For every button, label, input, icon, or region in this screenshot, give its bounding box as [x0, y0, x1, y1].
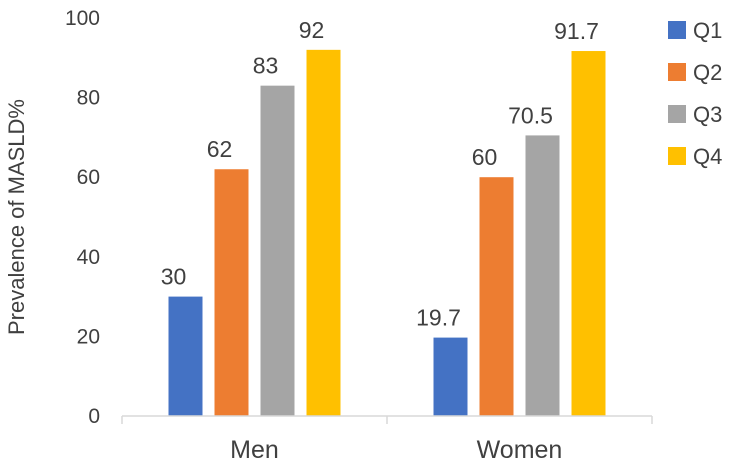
y-tick-label: 40 [77, 246, 100, 269]
data-label: 83 [253, 53, 279, 79]
data-label: 70.5 [508, 102, 553, 128]
data-label: 19.7 [416, 305, 461, 331]
bars [168, 49, 606, 417]
data-label: 60 [472, 144, 498, 170]
legend-swatch [668, 105, 686, 123]
legend: Q1 Q2 Q3 Q4 [668, 18, 722, 169]
x-tick-label: Men [230, 436, 279, 464]
y-tick-label: 100 [65, 7, 100, 30]
legend-swatch [668, 147, 686, 165]
legend-label: Q3 [693, 102, 722, 127]
bar [260, 85, 295, 416]
legend-label: Q1 [693, 18, 722, 43]
x-axis: Men Women [121, 415, 653, 464]
bar [525, 135, 560, 416]
data-label: 92 [299, 17, 325, 43]
data-labels: 30 62 83 92 19.7 60 70.5 91.7 [161, 17, 599, 331]
bar [168, 296, 203, 416]
legend-swatch [668, 21, 686, 39]
y-tick-label: 20 [77, 325, 100, 348]
legend-label: Q4 [693, 144, 722, 169]
data-label: 30 [161, 264, 187, 290]
data-label: 62 [207, 136, 233, 162]
y-axis-label: Prevalence of MASLD% [4, 99, 29, 335]
legend-label: Q2 [693, 60, 722, 85]
bar [571, 51, 606, 417]
y-tick-label: 0 [88, 405, 100, 428]
legend-swatch [668, 63, 686, 81]
y-axis: 0 20 40 60 80 100 [65, 7, 100, 428]
y-tick-label: 80 [77, 87, 100, 110]
bar [214, 169, 249, 416]
bar [306, 49, 341, 417]
y-tick-label: 60 [77, 166, 100, 189]
bar [479, 177, 514, 416]
data-label: 91.7 [554, 18, 599, 44]
bar [433, 337, 468, 416]
x-tick-label: Women [477, 436, 563, 464]
